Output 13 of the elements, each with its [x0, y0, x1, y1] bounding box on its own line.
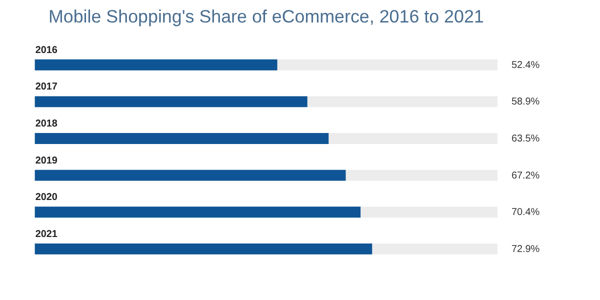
data-label: 72.9%	[511, 244, 540, 255]
data-label: 52.4%	[511, 60, 540, 71]
data-label: 67.2%	[511, 170, 540, 182]
y-tick-label: 2019	[35, 155, 58, 166]
data-label: 63.5%	[511, 133, 540, 144]
y-tick-label: 2020	[35, 192, 58, 204]
data-label: 70.4%	[511, 207, 540, 218]
chart-title: Mobile Shopping's Share of eCommerce, 2016 to 2021	[48, 6, 484, 27]
y-tick-label: 2016	[35, 44, 58, 56]
y-tick-label: 2017	[35, 82, 58, 93]
y-tick-label: 2018	[35, 118, 58, 130]
y-tick-label: 2021	[35, 228, 58, 240]
data-label: 58.9%	[511, 96, 540, 108]
